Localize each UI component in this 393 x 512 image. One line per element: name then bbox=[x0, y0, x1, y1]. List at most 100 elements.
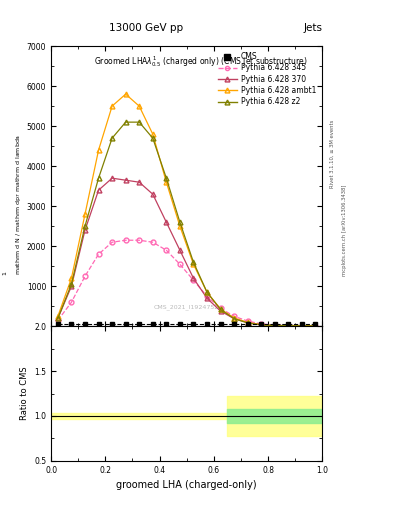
Pythia 6.428 z2 bbox=[245, 320, 250, 326]
Pythia 6.428 345 bbox=[110, 239, 114, 245]
Pythia 6.428 345 bbox=[164, 247, 169, 253]
Text: 1

mathrm d N / mathrm dp$_T$ mathrm d lambda: 1 mathrm d N / mathrm dp$_T$ mathrm d la… bbox=[2, 134, 23, 275]
Line: Pythia 6.428 370: Pythia 6.428 370 bbox=[55, 176, 318, 328]
Pythia 6.428 z2 bbox=[110, 135, 114, 141]
Pythia 6.428 345 bbox=[178, 261, 182, 267]
Pythia 6.428 345 bbox=[96, 251, 101, 258]
CMS bbox=[218, 321, 223, 327]
Pythia 6.428 z2 bbox=[151, 135, 155, 141]
Pythia 6.428 ambt1 bbox=[313, 323, 318, 329]
CMS bbox=[69, 321, 74, 327]
Pythia 6.428 z2 bbox=[137, 119, 141, 125]
Pythia 6.428 z2 bbox=[164, 175, 169, 181]
Pythia 6.428 345 bbox=[123, 237, 128, 243]
Pythia 6.428 345 bbox=[55, 317, 60, 324]
Pythia 6.428 z2 bbox=[55, 315, 60, 322]
Line: CMS: CMS bbox=[55, 322, 318, 327]
Pythia 6.428 370 bbox=[69, 283, 74, 289]
Text: Rivet 3.1.10, ≥ 3M events: Rivet 3.1.10, ≥ 3M events bbox=[330, 119, 335, 188]
Pythia 6.428 345 bbox=[313, 323, 318, 329]
CMS bbox=[299, 321, 304, 327]
CMS bbox=[164, 321, 169, 327]
Pythia 6.428 345 bbox=[272, 322, 277, 328]
Pythia 6.428 370 bbox=[272, 323, 277, 329]
CMS bbox=[83, 321, 87, 327]
CMS bbox=[123, 321, 128, 327]
Pythia 6.428 z2 bbox=[313, 323, 318, 329]
Pythia 6.428 370 bbox=[218, 308, 223, 314]
Line: Pythia 6.428 ambt1: Pythia 6.428 ambt1 bbox=[55, 92, 318, 328]
CMS bbox=[245, 321, 250, 327]
Pythia 6.428 370 bbox=[83, 227, 87, 233]
Pythia 6.428 370 bbox=[259, 322, 264, 328]
Pythia 6.428 345 bbox=[191, 277, 196, 283]
Legend: CMS, Pythia 6.428 345, Pythia 6.428 370, Pythia 6.428 ambt1, Pythia 6.428 z2: CMS, Pythia 6.428 345, Pythia 6.428 370,… bbox=[216, 50, 318, 109]
Pythia 6.428 345 bbox=[83, 273, 87, 280]
CMS bbox=[96, 321, 101, 327]
CMS bbox=[232, 321, 237, 327]
CMS bbox=[272, 321, 277, 327]
Text: mcplots.cern.ch [arXiv:1306.3438]: mcplots.cern.ch [arXiv:1306.3438] bbox=[342, 185, 347, 276]
Pythia 6.428 ambt1 bbox=[178, 223, 182, 229]
Pythia 6.428 370 bbox=[245, 319, 250, 326]
CMS bbox=[205, 321, 209, 327]
CMS bbox=[313, 321, 318, 327]
Pythia 6.428 370 bbox=[110, 175, 114, 181]
Pythia 6.428 z2 bbox=[205, 289, 209, 295]
Text: 13000 GeV pp: 13000 GeV pp bbox=[109, 23, 183, 33]
Pythia 6.428 z2 bbox=[83, 223, 87, 229]
Pythia 6.428 370 bbox=[55, 315, 60, 322]
Pythia 6.428 345 bbox=[259, 321, 264, 327]
Pythia 6.428 ambt1 bbox=[272, 323, 277, 329]
Pythia 6.428 ambt1 bbox=[232, 315, 237, 321]
CMS bbox=[178, 321, 182, 327]
Pythia 6.428 ambt1 bbox=[69, 275, 74, 281]
Pythia 6.428 ambt1 bbox=[123, 91, 128, 97]
Pythia 6.428 ambt1 bbox=[137, 103, 141, 109]
Pythia 6.428 345 bbox=[69, 299, 74, 305]
Text: Jets: Jets bbox=[303, 23, 322, 33]
Pythia 6.428 z2 bbox=[218, 306, 223, 312]
Pythia 6.428 z2 bbox=[69, 281, 74, 287]
Pythia 6.428 ambt1 bbox=[96, 147, 101, 153]
Pythia 6.428 ambt1 bbox=[191, 261, 196, 267]
Pythia 6.428 ambt1 bbox=[245, 319, 250, 326]
Pythia 6.428 z2 bbox=[96, 175, 101, 181]
Y-axis label: Ratio to CMS: Ratio to CMS bbox=[20, 367, 29, 420]
CMS bbox=[259, 321, 264, 327]
Line: Pythia 6.428 345: Pythia 6.428 345 bbox=[55, 238, 318, 328]
CMS bbox=[110, 321, 114, 327]
Pythia 6.428 370 bbox=[191, 275, 196, 281]
Text: CMS_2021_I1924752: CMS_2021_I1924752 bbox=[154, 304, 219, 310]
Pythia 6.428 ambt1 bbox=[218, 306, 223, 312]
Pythia 6.428 370 bbox=[164, 219, 169, 225]
Pythia 6.428 345 bbox=[137, 237, 141, 243]
Pythia 6.428 345 bbox=[205, 293, 209, 300]
Pythia 6.428 z2 bbox=[259, 322, 264, 328]
Pythia 6.428 ambt1 bbox=[151, 131, 155, 137]
Pythia 6.428 370 bbox=[178, 247, 182, 253]
Pythia 6.428 370 bbox=[137, 179, 141, 185]
Pythia 6.428 370 bbox=[96, 187, 101, 193]
Pythia 6.428 z2 bbox=[123, 119, 128, 125]
Pythia 6.428 ambt1 bbox=[110, 103, 114, 109]
Pythia 6.428 345 bbox=[151, 239, 155, 245]
Pythia 6.428 370 bbox=[205, 295, 209, 302]
CMS bbox=[286, 321, 291, 327]
Line: Pythia 6.428 z2: Pythia 6.428 z2 bbox=[55, 120, 318, 328]
CMS bbox=[137, 321, 141, 327]
Pythia 6.428 z2 bbox=[191, 259, 196, 265]
Pythia 6.428 ambt1 bbox=[259, 322, 264, 328]
X-axis label: groomed LHA (charged-only): groomed LHA (charged-only) bbox=[116, 480, 257, 490]
Pythia 6.428 ambt1 bbox=[164, 179, 169, 185]
Pythia 6.428 ambt1 bbox=[55, 313, 60, 319]
Pythia 6.428 z2 bbox=[178, 219, 182, 225]
Pythia 6.428 345 bbox=[232, 313, 237, 319]
Pythia 6.428 ambt1 bbox=[205, 289, 209, 295]
Pythia 6.428 z2 bbox=[232, 315, 237, 322]
CMS bbox=[151, 321, 155, 327]
Pythia 6.428 345 bbox=[218, 305, 223, 311]
Pythia 6.428 370 bbox=[123, 177, 128, 183]
Pythia 6.428 370 bbox=[232, 315, 237, 322]
Pythia 6.428 z2 bbox=[272, 323, 277, 329]
